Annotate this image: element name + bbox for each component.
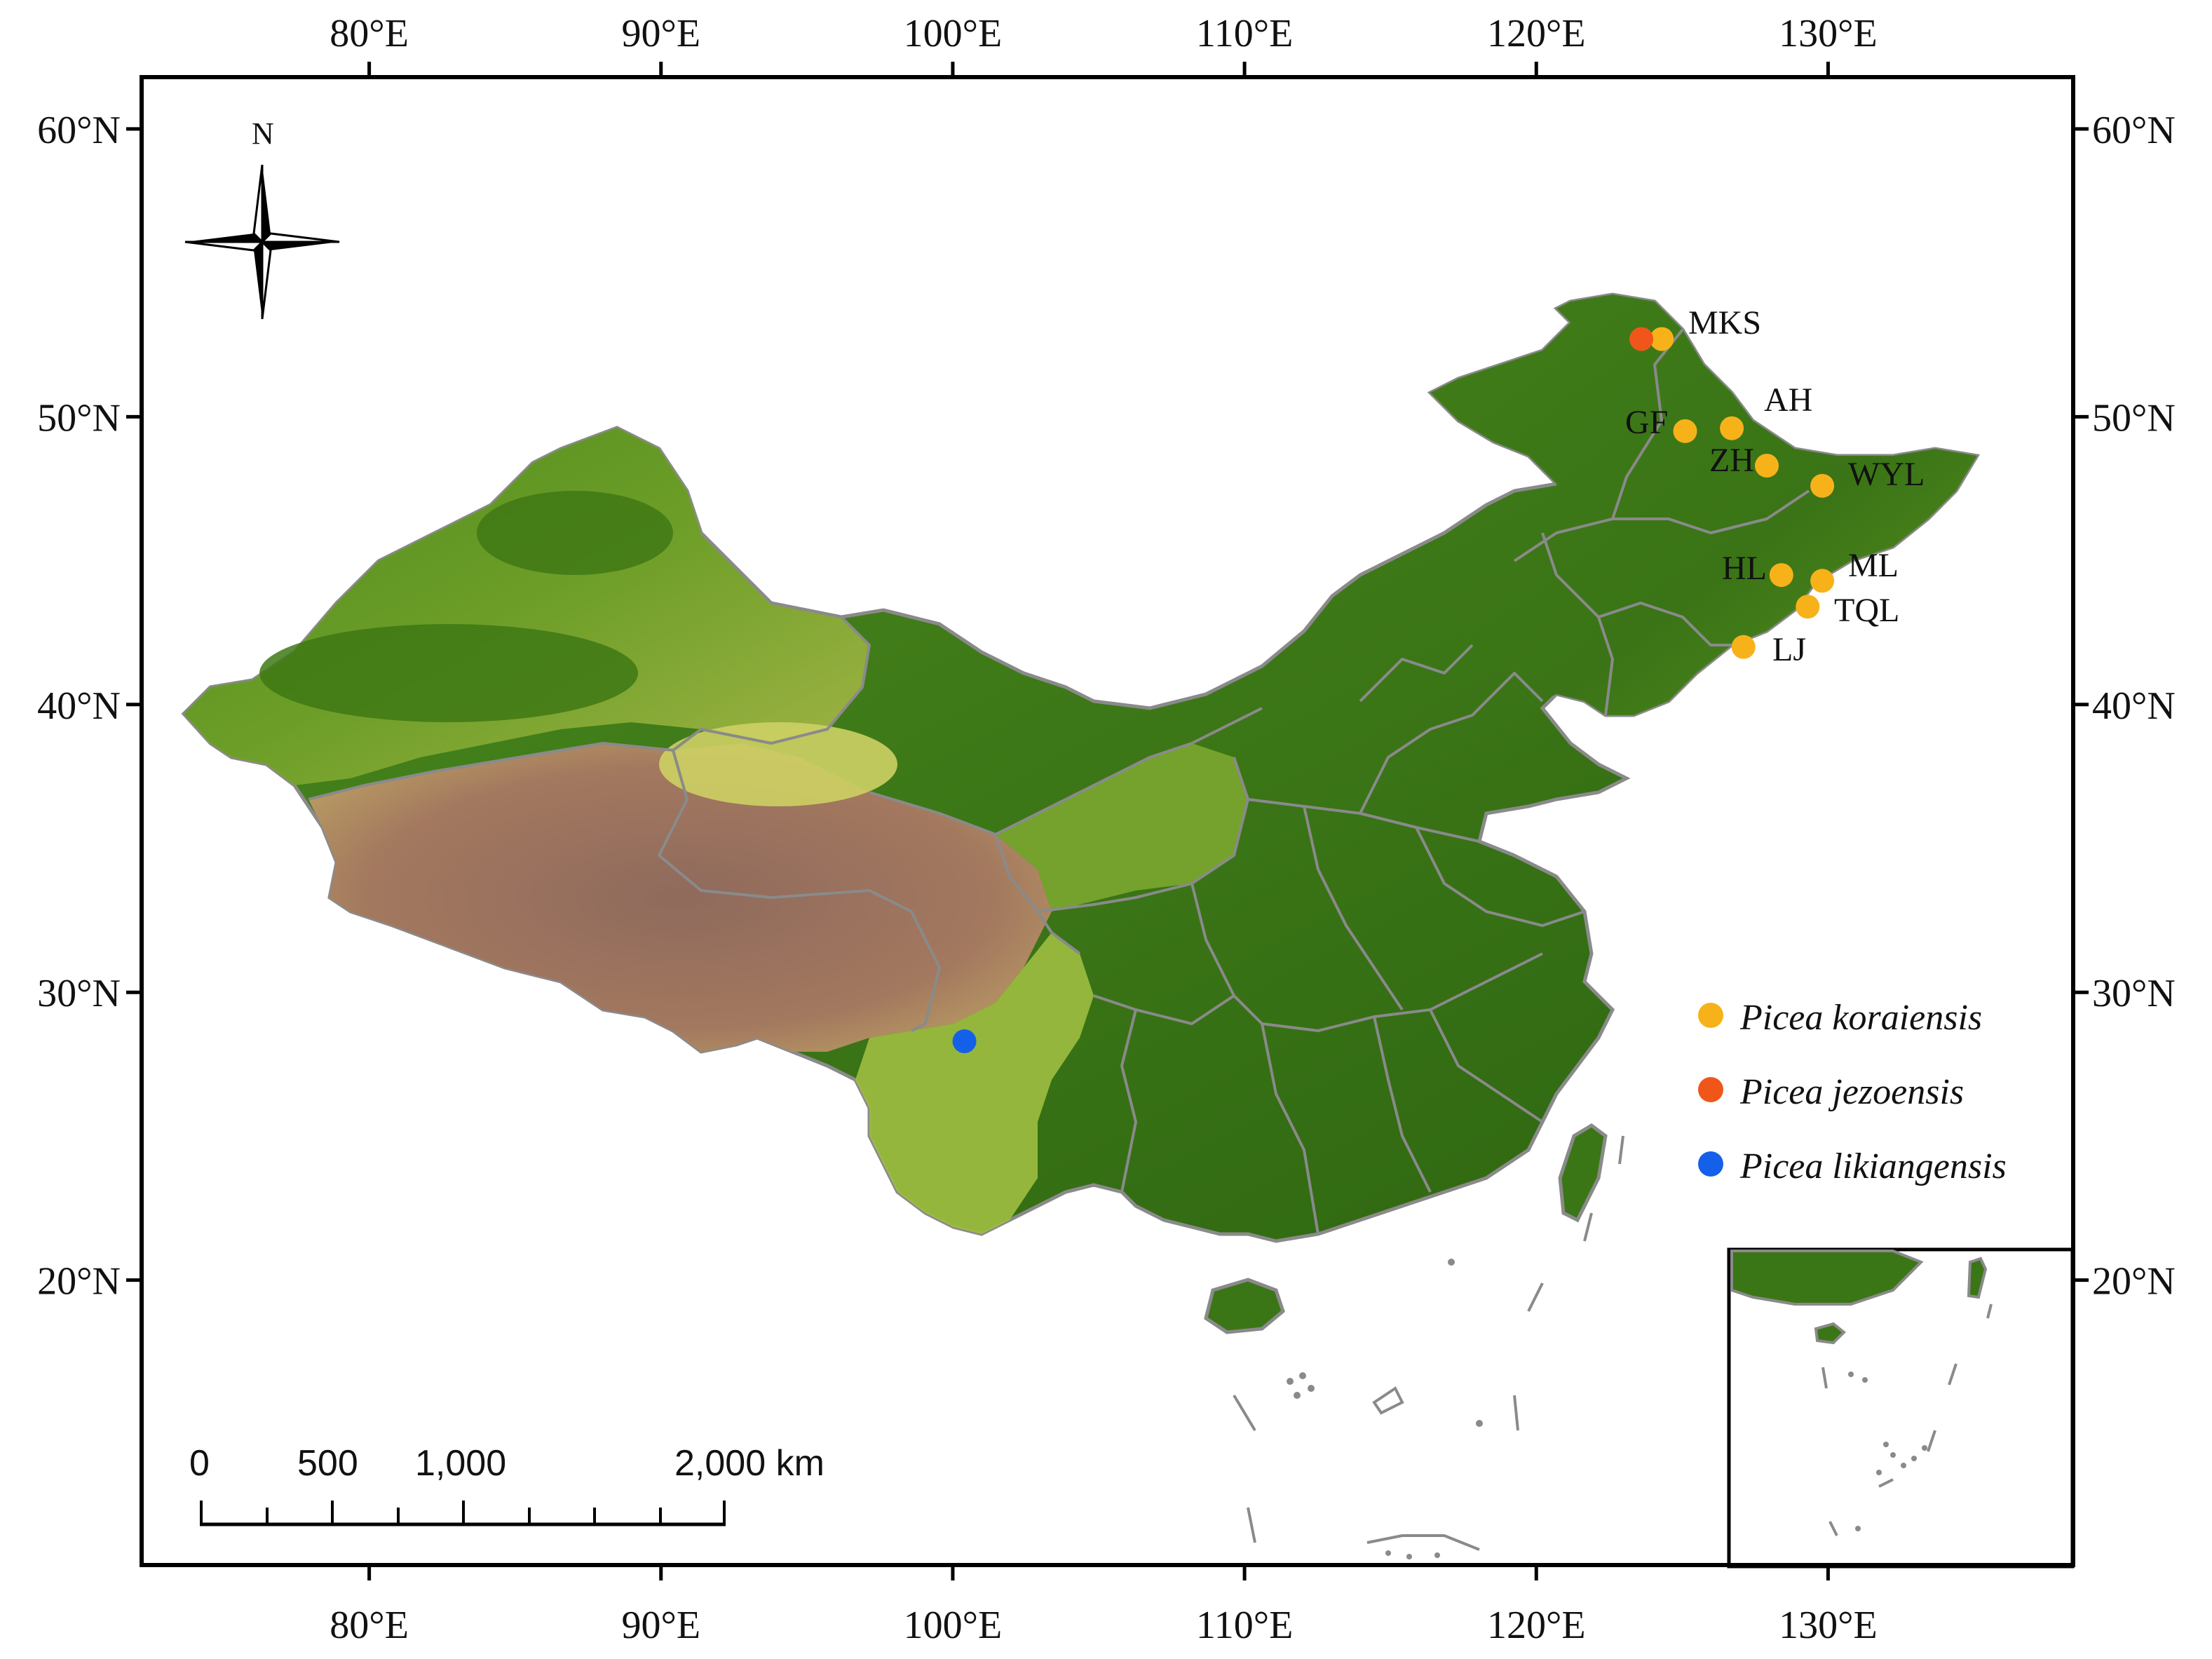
site-marker-likiangensis-10 [952,1029,977,1053]
region-northeast [1430,294,1977,715]
region-southwest-upland [855,933,1094,1234]
region-tibetan-plateau [308,743,1052,1052]
top-tick-label-110: 110°E [1196,12,1294,55]
site-marker-mks_jez [1629,327,1654,351]
left-tick-label-40: 40°N [37,684,121,728]
north-label: N [252,116,274,151]
legend: Picea koraiensis Picea jezoensis Picea l… [1698,998,2007,1186]
top-tick-label-130: 130°E [1779,12,1878,55]
bottom-tick-label-80: 80°E [330,1604,409,1647]
legend-label-koraiensis: Picea koraiensis [1739,998,1982,1038]
site-marker-tql [1796,595,1820,619]
qaidam-basin [659,722,897,806]
site-label-ml: ML [1848,547,1899,584]
bottom-tick-label-120: 120°E [1487,1604,1586,1647]
tarim-basin [259,624,638,722]
legend-dot-likiangensis [1698,1151,1723,1177]
left-tick-label-30: 30°N [37,972,121,1015]
scale-label-0: 0 [189,1443,210,1484]
bottom-tick-label-100: 100°E [904,1604,1003,1647]
site-labels: MKS GF AH ZH WYL HL ML TQL LJ [1625,304,1925,668]
scale-label-2000: 2,000 km [674,1443,825,1484]
site-label-hl: HL [1722,550,1767,587]
site-marker-mks [1650,327,1674,351]
site-label-ah: AH [1764,381,1812,419]
graticule-ticks [126,62,2089,1580]
graticule-labels: 80°E 80°E 90°E 90°E 100°E 100°E 110°E 110°E 120°… [37,12,2176,1647]
junggar-basin [477,491,673,575]
site-marker-lj [1731,635,1756,659]
top-tick-label-80: 80°E [330,12,409,55]
north-arrow: N [184,116,340,320]
right-tick-label-20: 20°N [2092,1260,2176,1304]
region-loess-plateau [996,743,1248,912]
bottom-tick-label-90: 90°E [621,1604,700,1647]
site-label-tql: TQL [1834,592,1899,629]
scale-label-500: 500 [297,1443,358,1484]
scale-bar: 0 500 1,000 2,000 km [189,1443,825,1526]
bottom-tick-label-130: 130°E [1779,1604,1878,1647]
site-marker-gf [1673,419,1697,443]
right-tick-label-40: 40°N [2092,684,2176,728]
site-label-zh: ZH [1709,442,1754,479]
right-tick-label-60: 60°N [2092,109,2176,152]
top-tick-label-120: 120°E [1487,12,1586,55]
left-tick-label-50: 50°N [37,396,121,440]
top-tick-label-100: 100°E [904,12,1003,55]
right-tick-label-30: 30°N [2092,972,2176,1015]
south-china-sea-inset [1727,1247,2075,1569]
left-tick-label-60: 60°N [37,109,121,152]
site-label-gf: GF [1625,404,1668,441]
legend-label-jezoensis: Picea jezoensis [1739,1072,1964,1112]
legend-dot-jezoensis [1698,1077,1723,1102]
legend-label-likiangensis: Picea likiangensis [1739,1146,2007,1186]
site-label-wyl: WYL [1848,456,1925,493]
right-tick-label-50: 50°N [2092,396,2176,440]
top-tick-label-90: 90°E [621,12,700,55]
site-marker-ah [1720,416,1744,440]
scale-label-1000: 1,000 [415,1443,506,1484]
legend-dot-koraiensis [1698,1003,1723,1028]
site-marker-hl [1769,563,1793,588]
bottom-tick-label-110: 110°E [1196,1604,1294,1647]
hainan-island [1204,1278,1285,1334]
site-label-lj: LJ [1772,631,1806,668]
province-borders [308,328,1810,1235]
site-marker-zh [1755,454,1779,478]
sample-sites [952,327,1835,1053]
terrain-layer [181,292,1981,1559]
island-dots [1287,1259,1483,1559]
left-tick-label-20: 20°N [37,1260,121,1304]
site-label-mks: MKS [1688,304,1761,341]
south-china-sea [1233,1135,1624,1551]
taiwan-island [1558,1123,1608,1223]
map-frame [140,75,2075,1567]
site-marker-wyl [1810,473,1835,498]
site-marker-ml [1810,569,1835,593]
